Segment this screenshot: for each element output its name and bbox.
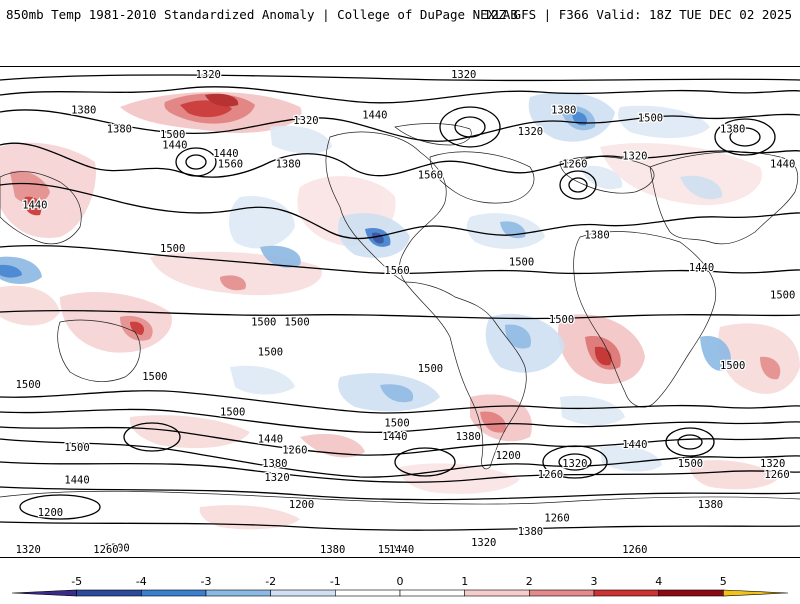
contour-label: 1500: [142, 371, 167, 383]
contour-label: 1380: [551, 104, 576, 116]
contour-label: 1380: [456, 431, 481, 443]
colorbar: -5 -4 -3 -2 -1 0 1 2 3 4 5: [0, 574, 800, 600]
contour-label: 1320: [760, 458, 785, 470]
contour-label: 1380: [320, 544, 345, 556]
colorbar-swatch: [76, 589, 142, 597]
colorbar-swatch: [141, 589, 207, 597]
colorbar-swatch: [205, 589, 271, 597]
contour-label: 1500: [549, 314, 574, 326]
colorbar-tick-label: 1: [461, 575, 468, 588]
colorbar-tick-labels: -5 -4 -3 -2 -1 0 1 2 3 4 5: [71, 575, 727, 588]
contour-label: 1560: [418, 170, 443, 182]
contour-label: 1440: [389, 544, 414, 556]
contour-label: 1500: [509, 257, 534, 269]
colorbar-tick-label: 4: [655, 575, 662, 588]
contour-label: 1440: [362, 110, 387, 122]
contour-label: 1440: [622, 439, 647, 451]
contour-label: 1500: [284, 317, 309, 329]
contour-label: 1560: [218, 159, 243, 171]
contour-label: 1320: [196, 69, 221, 81]
contour-label: 1500: [220, 406, 245, 418]
contour-label: 1440: [22, 200, 47, 212]
contour-label: 1320: [264, 472, 289, 484]
contour-label: 1200: [496, 450, 521, 462]
contour-label: 1440: [382, 431, 407, 443]
contour-label: 1500: [678, 458, 703, 470]
contour-label: 1320: [451, 69, 476, 81]
colorbar-swatches: [11, 589, 789, 597]
contour-label: 1500: [251, 317, 276, 329]
contour-label: 1320: [562, 458, 587, 470]
colorbar-tick-label: -1: [330, 575, 341, 588]
anomaly-map: 1320 1380 1440 1500 1320 1380 1260 1320 1560 1380…: [0, 66, 800, 558]
contour-label: 1500: [160, 129, 185, 141]
contour-label: 1380: [720, 123, 745, 135]
contour-label: 1380: [584, 230, 609, 242]
colorbar-tick-label: 5: [720, 575, 727, 588]
contour-label: 1320: [622, 151, 647, 163]
contour-label: 1500: [64, 442, 89, 454]
contour-label: 1440: [64, 475, 89, 487]
colorbar-swatch: [399, 589, 465, 597]
contour-label: 1500: [638, 112, 663, 124]
height-contours: [0, 74, 800, 531]
contour-label: 1260: [562, 159, 587, 171]
colorbar-tick-label: -3: [201, 575, 212, 588]
contour-label: 1260: [544, 513, 569, 525]
contour-label: 1380: [518, 526, 543, 538]
colorbar-swatch: [658, 589, 724, 597]
colorbar-canvas: -5 -4 -3 -2 -1 0 1 2 3 4 5: [11, 575, 789, 597]
contour-label: 1500: [258, 347, 283, 359]
contour-label: 1500: [378, 544, 403, 556]
contour-label: 1260: [538, 469, 563, 481]
contour-label: 1320: [471, 537, 496, 549]
colorbar-tick-label: -5: [71, 575, 82, 588]
cold-anomaly-areas: [0, 92, 731, 472]
colorbar-tick-label: -2: [265, 575, 276, 588]
colorbar-min-arrow: [11, 589, 77, 597]
contour-label: 1380: [107, 123, 132, 135]
contour-label: 1200: [104, 543, 129, 555]
header: 850mb Temp 1981-2010 Standardized Anomal…: [0, 0, 800, 30]
contour-label: 1500: [384, 417, 409, 429]
colorbar-tick-label: 2: [526, 575, 533, 588]
contour-label: 1380: [71, 104, 96, 116]
colorbar-swatch: [528, 589, 595, 597]
colorbar-swatch: [464, 589, 530, 597]
contour-label: 1320: [293, 115, 318, 127]
model-run-info: 12Z GFS | F366 Valid: 18Z TUE DEC 02 202…: [483, 7, 792, 22]
contour-label: 1320: [518, 126, 543, 138]
colorbar-swatch: [334, 589, 401, 597]
colorbar-tick-label: 3: [591, 575, 598, 588]
contour-label: 1440: [689, 262, 714, 274]
contour-label: 1560: [384, 265, 409, 277]
contour-label: 1500: [418, 363, 443, 375]
contour-label: 1440: [770, 159, 795, 171]
contour-label: 1500: [160, 243, 185, 255]
contour-label: 1200: [38, 507, 63, 519]
colorbar-swatch: [593, 589, 659, 597]
colorbar-tick-label: 0: [397, 575, 404, 588]
map-title: 850mb Temp 1981-2010 Standardized Anomal…: [6, 7, 518, 22]
contour-label: 1260: [282, 445, 307, 457]
contour-label: 1500: [16, 379, 41, 391]
colorbar-tick-label: -4: [136, 575, 147, 588]
contour-label: 1200: [289, 499, 314, 511]
contour-label: 1320: [16, 544, 41, 556]
colorbar-swatch: [270, 589, 336, 597]
contour-label: 1440: [213, 148, 238, 160]
contour-label: 1380: [276, 159, 301, 171]
contour-label: 1440: [162, 140, 187, 152]
contour-label: 1500: [770, 289, 795, 301]
contour-label: 1380: [698, 499, 723, 511]
contour-label: 1260: [93, 544, 118, 556]
contour-label: 1380: [262, 458, 287, 470]
contour-label: 1260: [622, 544, 647, 556]
colorbar-max-arrow: [723, 589, 789, 597]
contour-label: 1500: [720, 360, 745, 372]
contour-label: 1260: [764, 469, 789, 481]
contour-label: 1440: [258, 434, 283, 446]
